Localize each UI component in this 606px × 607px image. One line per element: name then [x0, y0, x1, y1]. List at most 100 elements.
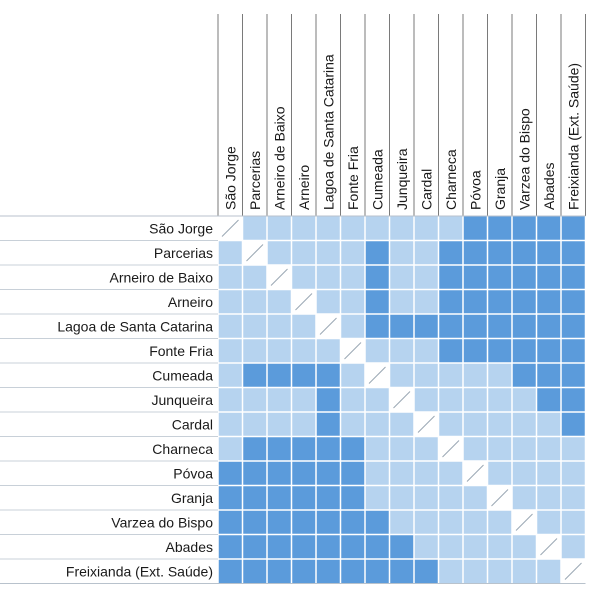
- diagonal-slash: [246, 244, 264, 262]
- row-label: Granja: [171, 490, 213, 506]
- diagonal-slash: [491, 489, 509, 507]
- light-cell: [561, 485, 586, 510]
- light-cell: [487, 559, 512, 584]
- diagonal-slash: [515, 513, 533, 531]
- dark-cell: [365, 240, 390, 265]
- dark-cell: [267, 485, 292, 510]
- dark-cell: [561, 314, 586, 339]
- light-cell: [218, 240, 243, 265]
- light-cell: [218, 363, 243, 388]
- light-cell: [414, 338, 439, 363]
- dark-cell: [561, 289, 586, 314]
- dark-cell: [316, 534, 341, 559]
- dark-cell: [242, 363, 267, 388]
- light-cell: [291, 412, 316, 437]
- dark-cell: [512, 265, 537, 290]
- light-cell: [463, 534, 488, 559]
- dark-cell: [365, 510, 390, 535]
- light-cell: [389, 436, 414, 461]
- dark-cell: [365, 559, 390, 584]
- dark-cell: [316, 436, 341, 461]
- dark-cell: [561, 265, 586, 290]
- light-cell: [438, 559, 463, 584]
- dark-cell: [487, 240, 512, 265]
- dark-cell: [463, 265, 488, 290]
- light-cell: [267, 289, 292, 314]
- light-cell: [242, 314, 267, 339]
- light-cell: [389, 240, 414, 265]
- light-cell: [316, 216, 341, 241]
- dark-cell: [487, 338, 512, 363]
- diagonal-slash: [466, 464, 484, 482]
- dark-cell: [561, 240, 586, 265]
- column-label: Arneiro de Baixo: [271, 106, 287, 210]
- dark-cell: [463, 314, 488, 339]
- light-cell: [414, 387, 439, 412]
- dark-cell: [316, 412, 341, 437]
- light-cell: [340, 265, 365, 290]
- light-cell: [340, 240, 365, 265]
- light-cell: [414, 240, 439, 265]
- light-cell: [365, 216, 390, 241]
- light-cell: [561, 461, 586, 486]
- row-label: Póvoa: [173, 465, 213, 481]
- dark-cell: [463, 240, 488, 265]
- dark-cell: [291, 461, 316, 486]
- column-label: Póvoa: [467, 170, 483, 210]
- dark-cell: [438, 314, 463, 339]
- light-cell: [365, 461, 390, 486]
- light-cell: [438, 412, 463, 437]
- dark-cell: [291, 510, 316, 535]
- light-cell: [267, 387, 292, 412]
- light-cell: [218, 265, 243, 290]
- light-cell: [463, 510, 488, 535]
- dark-cell: [291, 436, 316, 461]
- dark-cell: [438, 338, 463, 363]
- light-cell: [438, 534, 463, 559]
- column-label: Abades: [541, 163, 557, 210]
- light-cell: [561, 534, 586, 559]
- dark-cell: [340, 559, 365, 584]
- light-cell: [463, 363, 488, 388]
- dark-cell: [487, 216, 512, 241]
- dark-cell: [414, 559, 439, 584]
- light-cell: [316, 265, 341, 290]
- diagonal-slash: [270, 268, 288, 286]
- light-cell: [267, 216, 292, 241]
- dark-cell: [218, 485, 243, 510]
- dark-cell: [463, 216, 488, 241]
- dark-cell: [512, 216, 537, 241]
- dark-cell: [267, 461, 292, 486]
- light-cell: [414, 461, 439, 486]
- light-cell: [340, 412, 365, 437]
- light-cell: [365, 338, 390, 363]
- light-cell: [267, 240, 292, 265]
- light-cell: [463, 559, 488, 584]
- light-cell: [389, 216, 414, 241]
- row-divider-lines: [0, 215, 586, 584]
- light-cell: [389, 363, 414, 388]
- light-cell: [463, 412, 488, 437]
- light-cell: [438, 510, 463, 535]
- dark-cell: [561, 412, 586, 437]
- light-cell: [291, 240, 316, 265]
- column-label: Arneiro: [296, 165, 312, 210]
- light-cell: [340, 216, 365, 241]
- light-cell: [242, 289, 267, 314]
- column-label: São Jorge: [222, 146, 238, 210]
- dark-cell: [267, 363, 292, 388]
- dark-cell: [512, 314, 537, 339]
- column-labels: São Jorge Parcerias Arneiro de Baixo Arneir…: [222, 54, 581, 210]
- dark-cell: [291, 534, 316, 559]
- diagonal-slash: [319, 317, 337, 335]
- light-cell: [414, 510, 439, 535]
- dark-cell: [365, 289, 390, 314]
- dark-cell: [365, 534, 390, 559]
- dark-cell: [218, 559, 243, 584]
- light-cell: [487, 461, 512, 486]
- dark-cell: [536, 338, 561, 363]
- row-label: Arneiro: [168, 294, 213, 310]
- light-cell: [414, 289, 439, 314]
- dark-cell: [487, 265, 512, 290]
- light-cell: [291, 338, 316, 363]
